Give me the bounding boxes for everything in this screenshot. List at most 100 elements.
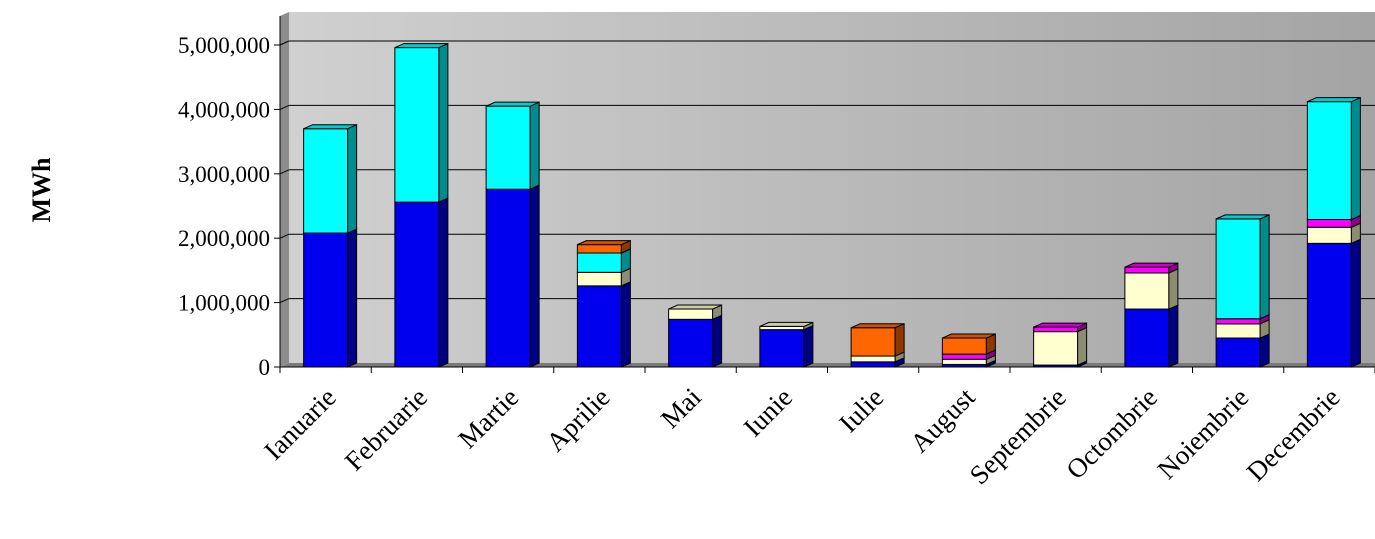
bar-segment-top [850, 323, 905, 329]
bar-segment [576, 285, 622, 368]
bar-segment-side [438, 42, 449, 203]
bar-segment-side [894, 322, 905, 357]
bar-segment-side [529, 184, 540, 368]
bar-segment [1033, 331, 1079, 366]
bar-stack [1033, 322, 1088, 368]
bar-segment [303, 128, 349, 234]
side-wall [280, 12, 289, 367]
x-tick-label: Martie [452, 382, 524, 454]
x-tick-label: Iulie [833, 382, 889, 438]
bar-segment [941, 358, 987, 365]
bar-segment-top [1307, 97, 1361, 103]
bar-segment-top [303, 124, 357, 130]
bar-segment [576, 271, 622, 287]
bar-segment [850, 355, 896, 363]
bar-stack [576, 239, 631, 368]
bar-stack [759, 321, 814, 368]
gridline-side [279, 298, 290, 304]
x-tick-label: Aprilie [540, 382, 615, 457]
bar-segment-side [1168, 304, 1179, 368]
bar-stack [303, 123, 358, 368]
bar-segment-top [394, 43, 449, 49]
bar-segment [1124, 308, 1170, 368]
bar-segment [303, 232, 349, 368]
bar-segment-top [577, 240, 631, 246]
bar-segment-side [712, 314, 723, 368]
bar-segment-top [942, 333, 996, 339]
bar-segment-top [485, 101, 540, 107]
gridline-side [279, 40, 290, 46]
bar-segment [1306, 219, 1352, 228]
bar-segment [941, 337, 987, 355]
bar-segment [576, 244, 622, 254]
bar-segment-side [1077, 326, 1088, 366]
bar-segment-side [1350, 238, 1361, 368]
x-tick-label: Octombrie [1060, 382, 1163, 485]
bar-stack [668, 304, 723, 368]
axes [274, 16, 1375, 373]
bar-segment [850, 361, 896, 368]
bar-segment [1215, 318, 1261, 325]
x-tick-label: August [904, 382, 981, 459]
y-axis-title: MWh [27, 157, 56, 223]
bar-segment-side [1259, 214, 1270, 320]
bar-segment [759, 329, 805, 368]
bar-segment-side [1168, 268, 1179, 310]
bar-segment [668, 308, 714, 320]
bar-segment-top [668, 304, 722, 310]
bar-segment-side [347, 228, 358, 368]
bar-segment-top [1033, 322, 1087, 328]
bar-segment [1124, 272, 1170, 310]
y-tick-label: 0 [259, 355, 271, 380]
y-tick-label: 4,000,000 [178, 97, 270, 122]
back-wall [289, 12, 1375, 363]
bar-segment [1215, 218, 1261, 320]
bar-segment [1215, 323, 1261, 339]
bar-segment [1306, 242, 1352, 368]
plot-area-background [280, 12, 1375, 367]
x-tick-label: Ianuarie [258, 382, 342, 466]
bar-segment [1306, 101, 1352, 221]
x-tick-label: Decembrie [1241, 382, 1346, 487]
bar-segment [1215, 337, 1261, 368]
bar-segment-side [529, 101, 540, 191]
y-tick-label: 3,000,000 [178, 162, 270, 187]
bar-segment [394, 201, 440, 368]
bar-stack [850, 322, 905, 368]
bar-stack [1124, 262, 1179, 368]
x-tick-label: Februarie [339, 382, 433, 476]
bars [303, 42, 1361, 368]
bar-stack [1306, 96, 1361, 368]
bar-segment-side [438, 197, 449, 368]
bar-segment [394, 47, 440, 203]
bar-stack [941, 333, 996, 368]
bar-segment [576, 252, 622, 273]
y-tick-label: 1,000,000 [178, 291, 270, 316]
gridline-side [279, 104, 290, 110]
bar-segment [1124, 266, 1170, 274]
floor [280, 363, 1375, 367]
bar-stack [394, 42, 449, 368]
bar-stack [485, 101, 540, 368]
bar-segment-side [1350, 96, 1361, 221]
bar-segment-top [1215, 214, 1270, 220]
bar-segment [941, 353, 987, 360]
x-tick-label: Mai [655, 382, 707, 434]
bar-segment-side [347, 123, 358, 234]
bar-segment [1306, 226, 1352, 244]
bar-segment [668, 318, 714, 368]
bar-segment-top [1124, 262, 1179, 268]
gridline-side [279, 169, 290, 175]
y-tick-label: 5,000,000 [178, 33, 270, 58]
x-tick-label: Iunie [738, 382, 798, 442]
bar-segment [1033, 326, 1079, 333]
x-tick-label: Septembrie [964, 382, 1072, 490]
bar-stack [1215, 214, 1270, 368]
gridlines [279, 40, 1375, 304]
bar-segment-top [759, 321, 814, 327]
y-tick-label: 2,000,000 [178, 226, 270, 251]
bar-segment [850, 327, 896, 357]
x-tick-label: Noiembrie [1152, 382, 1255, 485]
gridline-side [279, 233, 290, 239]
